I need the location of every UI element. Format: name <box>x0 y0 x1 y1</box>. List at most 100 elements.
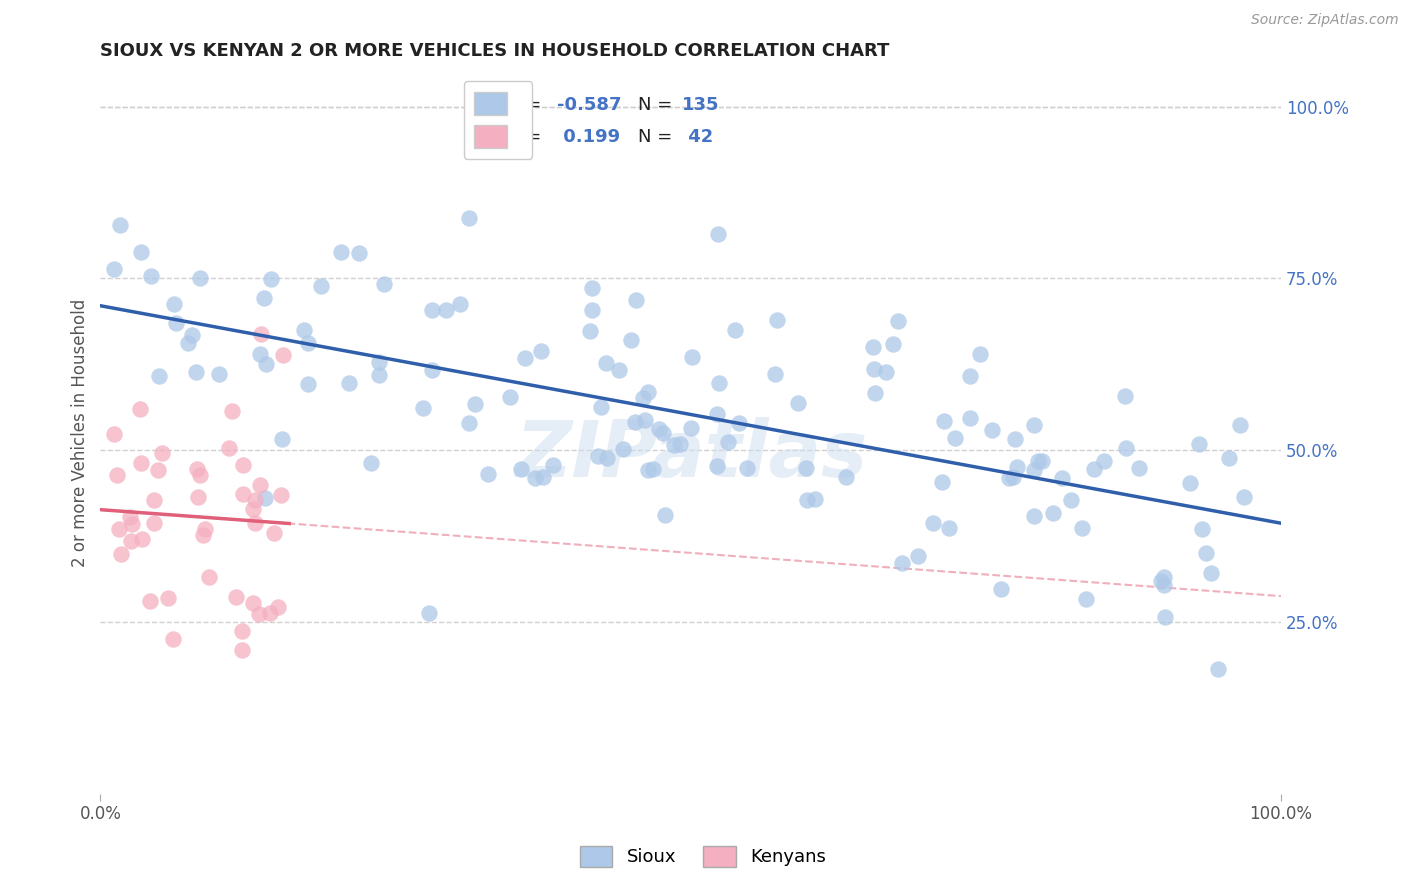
Point <box>162 297 184 311</box>
Legend: , : , <box>464 81 533 159</box>
Point <box>157 591 180 605</box>
Point <box>934 414 956 428</box>
Point <box>188 467 211 482</box>
Point <box>1153 570 1175 584</box>
Point <box>1206 662 1229 676</box>
Point <box>198 569 221 583</box>
Text: Source: ZipAtlas.com: Source: ZipAtlas.com <box>1251 13 1399 28</box>
Point <box>139 268 162 283</box>
Point <box>360 456 382 470</box>
Point <box>103 261 125 276</box>
Point <box>420 303 443 318</box>
Point <box>1218 450 1240 465</box>
Point <box>297 376 319 391</box>
Point <box>509 462 531 476</box>
Text: R =: R = <box>508 95 547 114</box>
Point <box>254 357 277 371</box>
Point <box>267 599 290 614</box>
Point <box>524 471 547 485</box>
Point <box>110 218 132 232</box>
Point <box>624 293 647 307</box>
Point <box>1115 441 1137 455</box>
Point <box>1022 418 1045 433</box>
Point <box>242 596 264 610</box>
Point <box>1114 389 1136 403</box>
Point <box>907 549 929 563</box>
Point <box>515 351 537 366</box>
Point <box>254 491 277 505</box>
Point <box>959 411 981 425</box>
Point <box>804 492 827 507</box>
Point <box>981 423 1004 437</box>
Point <box>165 316 187 330</box>
Point <box>292 323 315 337</box>
Point <box>121 517 143 532</box>
Point <box>247 607 270 621</box>
Text: -0.587: -0.587 <box>557 95 621 114</box>
Point <box>190 271 212 285</box>
Point <box>669 437 692 451</box>
Text: N =: N = <box>637 95 678 114</box>
Point <box>146 463 169 477</box>
Point <box>498 390 520 404</box>
Point <box>1024 508 1046 523</box>
Point <box>347 245 370 260</box>
Point <box>434 302 457 317</box>
Point <box>249 347 271 361</box>
Point <box>253 291 276 305</box>
Legend: Sioux, Kenyans: Sioux, Kenyans <box>572 838 834 874</box>
Point <box>218 441 240 455</box>
Text: ZIPatlas: ZIPatlas <box>515 417 866 492</box>
Point <box>110 547 132 561</box>
Point <box>887 314 910 328</box>
Point <box>1005 460 1028 475</box>
Point <box>1150 574 1173 588</box>
Point <box>664 438 686 452</box>
Point <box>245 516 267 531</box>
Point <box>727 416 749 430</box>
Point <box>766 313 789 327</box>
Point <box>186 462 208 476</box>
Point <box>449 296 471 310</box>
Point <box>143 516 166 530</box>
Point <box>1004 433 1026 447</box>
Point <box>108 522 131 536</box>
Point <box>835 469 858 483</box>
Point <box>105 468 128 483</box>
Point <box>863 361 886 376</box>
Point <box>1042 506 1064 520</box>
Point <box>530 344 553 359</box>
Point <box>184 365 207 379</box>
Point <box>609 363 631 377</box>
Point <box>634 413 657 427</box>
Point <box>931 475 953 489</box>
Point <box>706 459 728 474</box>
Point <box>1178 475 1201 490</box>
Point <box>679 421 702 435</box>
Point <box>637 385 659 400</box>
Point <box>103 427 125 442</box>
Point <box>633 392 655 406</box>
Point <box>707 376 730 390</box>
Point <box>763 368 786 382</box>
Point <box>249 326 271 341</box>
Point <box>581 303 603 318</box>
Point <box>271 432 294 446</box>
Point <box>120 509 142 524</box>
Point <box>922 516 945 531</box>
Point <box>654 508 676 522</box>
Point <box>596 451 619 466</box>
Point <box>208 367 231 381</box>
Point <box>129 456 152 470</box>
Point <box>142 493 165 508</box>
Point <box>579 324 602 338</box>
Point <box>131 533 153 547</box>
Point <box>1194 546 1216 560</box>
Point <box>150 446 173 460</box>
Point <box>647 422 669 436</box>
Point <box>187 490 209 504</box>
Point <box>420 363 443 377</box>
Point <box>367 355 389 369</box>
Point <box>1031 454 1053 468</box>
Point <box>412 401 434 415</box>
